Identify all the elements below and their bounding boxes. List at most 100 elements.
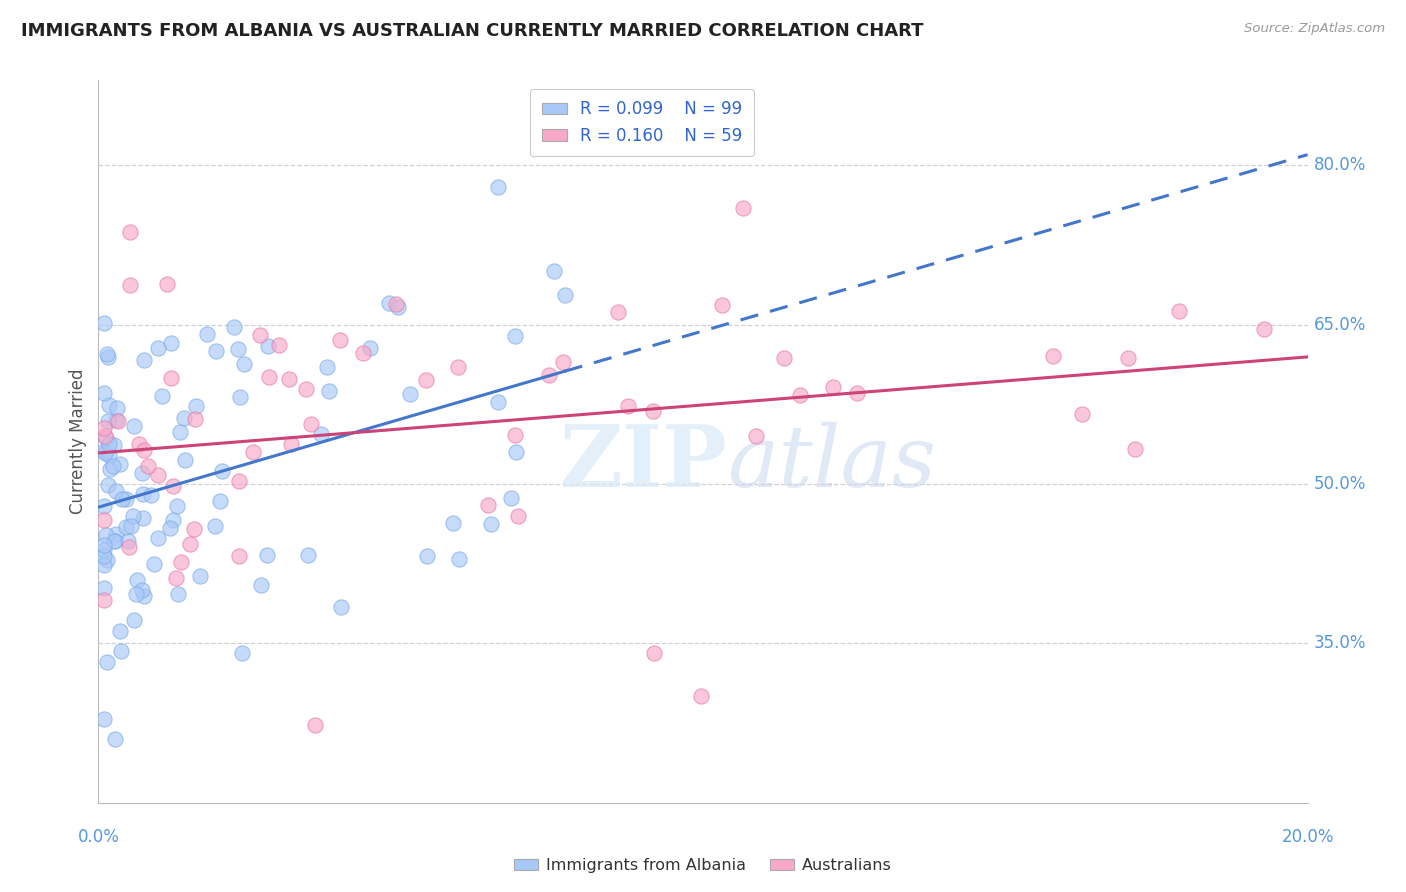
Point bbox=[505, 328, 527, 343]
Point bbox=[103, 533, 125, 548]
Text: 80.0%: 80.0% bbox=[1313, 156, 1367, 174]
Point bbox=[110, 457, 132, 471]
Point bbox=[156, 277, 179, 292]
Point bbox=[257, 339, 280, 353]
Point bbox=[479, 516, 502, 531]
Point bbox=[304, 717, 326, 731]
Point bbox=[249, 328, 271, 343]
Point bbox=[167, 587, 190, 601]
Point bbox=[169, 425, 191, 439]
Point bbox=[226, 343, 249, 357]
Text: 20.0%: 20.0% bbox=[1281, 828, 1334, 847]
Point bbox=[162, 513, 184, 527]
Point bbox=[328, 333, 350, 347]
Point bbox=[277, 372, 299, 386]
Point bbox=[120, 225, 142, 239]
Point bbox=[104, 483, 127, 498]
Point bbox=[269, 338, 291, 352]
Point bbox=[134, 442, 156, 457]
Point bbox=[447, 551, 470, 566]
Point bbox=[222, 320, 245, 334]
Point bbox=[184, 412, 207, 426]
Point bbox=[125, 573, 148, 587]
Point bbox=[228, 474, 250, 488]
Point bbox=[399, 387, 422, 401]
Y-axis label: Currently Married: Currently Married bbox=[69, 368, 87, 515]
Point bbox=[132, 589, 155, 603]
Point bbox=[96, 656, 118, 670]
Point bbox=[447, 359, 470, 374]
Point bbox=[1042, 349, 1064, 363]
Point bbox=[94, 528, 117, 542]
Point bbox=[415, 549, 437, 564]
Point bbox=[134, 353, 156, 368]
Point bbox=[131, 467, 153, 481]
Point bbox=[139, 488, 162, 502]
Point bbox=[231, 646, 253, 660]
Point bbox=[543, 264, 565, 278]
Point bbox=[97, 414, 120, 428]
Point bbox=[131, 582, 153, 597]
Point bbox=[98, 448, 121, 462]
Point bbox=[329, 600, 352, 615]
Point bbox=[188, 569, 211, 583]
Point bbox=[110, 644, 132, 658]
Point bbox=[211, 464, 233, 478]
Point bbox=[132, 511, 155, 525]
Point bbox=[93, 316, 115, 330]
Point bbox=[94, 431, 117, 445]
Point bbox=[250, 578, 273, 592]
Point bbox=[184, 399, 207, 413]
Point bbox=[309, 427, 332, 442]
Point bbox=[117, 534, 139, 549]
Point bbox=[503, 428, 526, 442]
Point bbox=[122, 613, 145, 627]
Point bbox=[93, 443, 115, 458]
Point bbox=[537, 368, 560, 383]
Point bbox=[477, 499, 499, 513]
Point bbox=[299, 417, 322, 432]
Point bbox=[159, 336, 181, 351]
Point bbox=[415, 373, 437, 387]
Point bbox=[96, 347, 118, 361]
Point bbox=[209, 494, 232, 508]
Legend: Immigrants from Albania, Australians: Immigrants from Albania, Australians bbox=[508, 852, 898, 880]
Point bbox=[120, 277, 142, 292]
Point bbox=[93, 543, 115, 558]
Text: IMMIGRANTS FROM ALBANIA VS AUSTRALIAN CURRENTLY MARRIED CORRELATION CHART: IMMIGRANTS FROM ALBANIA VS AUSTRALIAN CU… bbox=[21, 22, 924, 40]
Point bbox=[143, 557, 166, 571]
Point bbox=[146, 341, 169, 355]
Point bbox=[124, 419, 146, 434]
Point bbox=[93, 549, 115, 564]
Legend: R = 0.099    N = 99, R = 0.160    N = 59: R = 0.099 N = 99, R = 0.160 N = 59 bbox=[530, 88, 754, 156]
Text: ZIP: ZIP bbox=[560, 421, 727, 505]
Point bbox=[111, 492, 134, 507]
Point bbox=[93, 538, 115, 552]
Point bbox=[643, 646, 665, 660]
Point bbox=[93, 446, 115, 460]
Point bbox=[131, 487, 153, 501]
Point bbox=[745, 429, 768, 443]
Point bbox=[297, 548, 319, 562]
Point bbox=[107, 413, 129, 427]
Point bbox=[228, 549, 250, 563]
Point bbox=[617, 399, 640, 413]
Point bbox=[128, 437, 150, 451]
Point bbox=[173, 411, 195, 425]
Point bbox=[195, 327, 218, 342]
Point bbox=[1168, 303, 1191, 318]
Point bbox=[97, 351, 120, 365]
Point bbox=[103, 438, 125, 452]
Point bbox=[98, 437, 121, 451]
Point bbox=[108, 624, 131, 638]
Point bbox=[150, 389, 173, 403]
Point bbox=[731, 201, 754, 215]
Point bbox=[93, 513, 115, 527]
Text: 0.0%: 0.0% bbox=[77, 828, 120, 847]
Point bbox=[554, 288, 576, 302]
Point bbox=[441, 516, 464, 530]
Point bbox=[359, 341, 381, 355]
Point bbox=[96, 553, 118, 567]
Point bbox=[1070, 407, 1092, 421]
Point bbox=[173, 452, 195, 467]
